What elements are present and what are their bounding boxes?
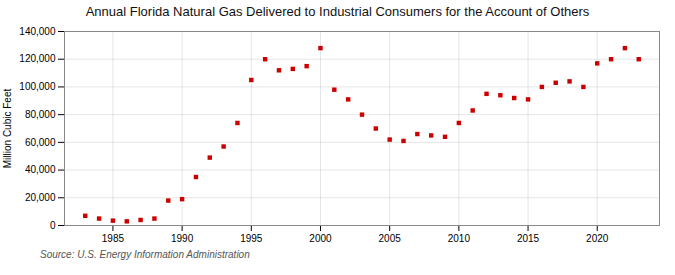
svg-text:1990: 1990 <box>171 233 194 244</box>
svg-text:2015: 2015 <box>517 233 540 244</box>
svg-text:2020: 2020 <box>586 233 609 244</box>
svg-text:2000: 2000 <box>309 233 332 244</box>
html-text:Annual Florida Natural Gas Del: Annual Florida Natural Gas Delivered to … <box>85 4 590 19</box>
svg-text:2005: 2005 <box>379 233 402 244</box>
svg-text:140,000: 140,000 <box>19 26 56 37</box>
svg-text:40,000: 40,000 <box>25 164 56 175</box>
html-text:Source: U.S. Energy Informatio: Source: U.S. Energy Information Administ… <box>40 249 250 260</box>
svg-text:60,000: 60,000 <box>25 137 56 148</box>
svg-text:80,000: 80,000 <box>25 109 56 120</box>
svg-text:120,000: 120,000 <box>19 53 56 64</box>
svg-text:0: 0 <box>50 220 56 231</box>
svg-text:Million Cubic Feet: Million Cubic Feet <box>2 89 13 169</box>
svg-text:1985: 1985 <box>102 233 125 244</box>
svg-text:1995: 1995 <box>240 233 263 244</box>
svg-text:20,000: 20,000 <box>25 192 56 203</box>
svg-text:2010: 2010 <box>448 233 471 244</box>
svg-text:100,000: 100,000 <box>19 81 56 92</box>
